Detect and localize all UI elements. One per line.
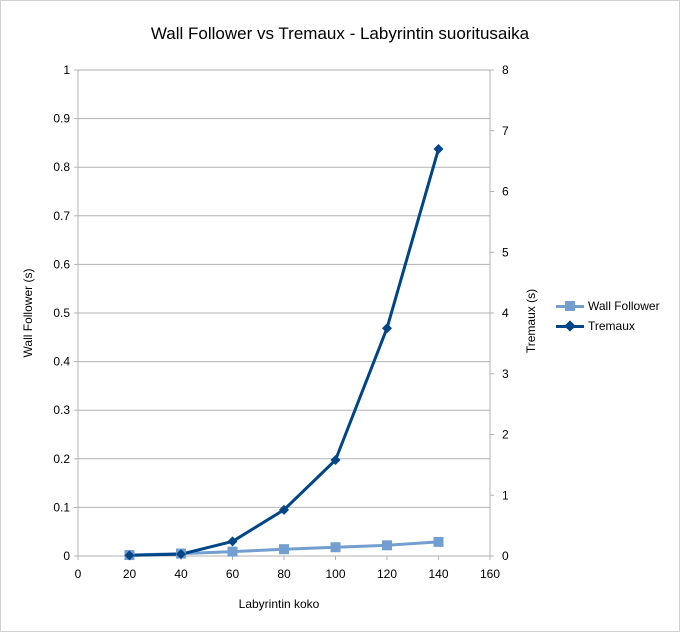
data-point-wall-follower: [279, 544, 289, 555]
y-left-tick-label: 0.3: [53, 403, 70, 417]
y-right-tick-label: 3: [502, 367, 509, 381]
data-point-tremaux: [227, 536, 238, 547]
data-point-tremaux: [382, 323, 392, 334]
x-tick-label: 60: [226, 567, 240, 581]
data-point-wall-follower: [330, 542, 341, 553]
x-tick-label: 0: [75, 567, 82, 581]
series-markers: [124, 143, 444, 561]
chart-title: Wall Follower vs Tremaux - Labyrintin su…: [150, 24, 530, 43]
data-point-wall-follower: [227, 546, 238, 557]
y-left-tick-label: 0.6: [53, 257, 70, 271]
data-point-tremaux: [124, 550, 135, 561]
y-left-tick-label: 0.5: [53, 306, 70, 320]
legend-swatch-tremaux: [556, 320, 584, 332]
legend: Wall Follower Tremaux: [556, 296, 660, 336]
y-left-tick-label: 0.4: [53, 355, 70, 369]
y-right-tick-label: 8: [502, 63, 509, 77]
data-point-tremaux: [279, 504, 289, 515]
y-left-tick-label: 0.9: [53, 112, 70, 126]
data-point-wall-follower: [433, 536, 444, 547]
y-right-tick-label: 0: [502, 549, 509, 563]
series-line-tremaux: [129, 148, 440, 557]
axes: [74, 69, 494, 560]
x-tick-label: 20: [123, 567, 137, 581]
legend-label-wall-follower: Wall Follower: [588, 299, 660, 313]
data-point-tremaux: [433, 143, 444, 154]
x-axis-label: Labyrintin koko: [238, 597, 320, 611]
legend-swatch-wall-follower: [556, 301, 584, 311]
x-tick-label: 100: [325, 567, 345, 581]
y-left-tick-label: 0.1: [53, 500, 70, 514]
x-tick-label: 40: [174, 567, 188, 581]
y-right-tick-label: 6: [502, 185, 509, 199]
x-tick-label: 120: [377, 567, 397, 581]
data-point-tremaux: [176, 549, 186, 560]
legend-item-tremaux: Tremaux: [556, 316, 660, 336]
y-right-tick-label: 2: [502, 428, 509, 442]
y-left-tick-label: 0: [63, 549, 70, 563]
y-right-tick-label: 4: [502, 306, 509, 320]
y-right-tick-label: 5: [502, 245, 509, 259]
x-tick-label: 140: [428, 567, 448, 581]
legend-item-wall-follower: Wall Follower: [556, 296, 660, 316]
y-left-tick-label: 0.8: [53, 160, 70, 174]
y-left-tick-label: 0.2: [53, 452, 70, 466]
y-right-tick-label: 1: [502, 488, 509, 502]
series-lines: [129, 148, 440, 557]
y-right-tick-label: 7: [502, 124, 509, 138]
legend-label-tremaux: Tremaux: [588, 319, 635, 333]
gridlines: [78, 69, 490, 557]
y-left-tick-label: 0.7: [53, 209, 70, 223]
data-point-wall-follower: [382, 540, 392, 551]
x-tick-label: 80: [277, 567, 291, 581]
x-tick-label: 160: [480, 567, 500, 581]
data-point-tremaux: [330, 455, 341, 466]
y-left-tick-label: 1: [63, 63, 70, 77]
